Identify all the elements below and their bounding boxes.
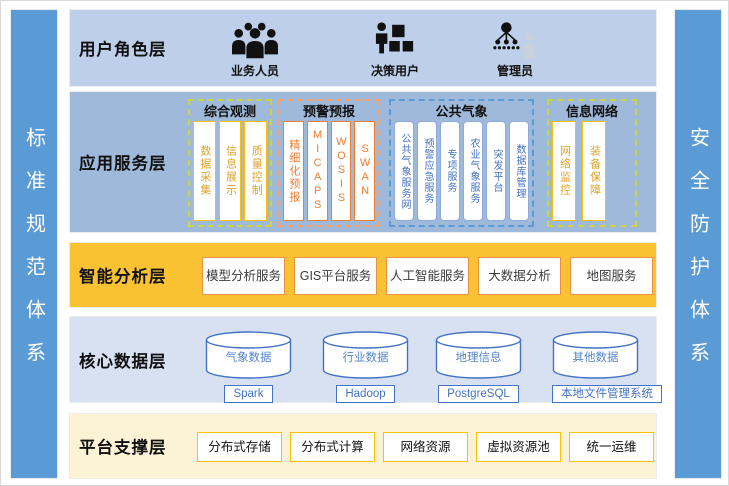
decision-user-icon <box>375 22 414 54</box>
service-box: MICAPS <box>306 121 328 221</box>
database-cylinder: 气象数据 <box>205 330 292 380</box>
platform-box: 分布式计算 <box>290 432 375 462</box>
user-role-layer: 用户角色层 业务人员 决策用户 <box>69 9 657 87</box>
service-box: 数据库管理 <box>509 121 529 221</box>
database-cylinder: 其他数据 <box>552 330 639 380</box>
role-decision-users: 决策用户 <box>347 21 443 79</box>
group-items: 精细化预报 MICAPS WOSIS SWAN <box>283 121 375 221</box>
application-service-layer: 应用服务层 综合观测 数据采集 信息展示 质量控制 预警预报 精细化预报 MIC… <box>69 91 657 233</box>
data-column: 其他数据 本地文件管理系统 <box>552 330 662 403</box>
analysis-box: 人工智能服务 <box>386 257 469 295</box>
data-column: 气象数据 Spark <box>205 330 292 403</box>
group-title: 公共气象 <box>435 104 488 119</box>
service-box: 突发平台 <box>486 121 506 221</box>
database-label: 气象数据 <box>225 352 272 364</box>
database-cylinder: 地理信息 <box>435 330 522 380</box>
platform-box: 分布式存储 <box>197 432 282 462</box>
platform-box: 虚拟资源池 <box>476 432 561 462</box>
security-pillar: 安全防护体系 <box>674 9 722 479</box>
service-box: 数据采集 <box>193 121 216 221</box>
service-box: 质量控制 <box>244 121 268 221</box>
service-box: 装备保障 <box>582 121 606 221</box>
analysis-items: 模型分析服务 GIS平台服务 人工智能服务 大数据分析 地图服务 <box>202 257 653 295</box>
role-label: 业务人员 <box>230 64 279 78</box>
engine-box: Spark <box>224 385 273 403</box>
role-admin: 管理员 <box>467 21 563 79</box>
analysis-layer-title: 智能分析层 <box>79 268 167 286</box>
group-items: 数据采集 信息展示 质量控制 <box>193 121 268 221</box>
database-cylinder-icon <box>552 331 639 379</box>
database-label: 行业数据 <box>342 352 389 364</box>
data-column: 行业数据 Hadoop <box>322 330 409 403</box>
group-title: 预警预报 <box>302 104 355 119</box>
intelligent-analysis-layer: 智能分析层 模型分析服务 GIS平台服务 人工智能服务 大数据分析 地图服务 <box>69 242 657 308</box>
database-cylinder-icon <box>435 331 522 379</box>
standards-pillar-label: 标准规范体系 <box>22 126 45 385</box>
service-box: 公共气象服务网 <box>394 121 414 221</box>
database-cylinder-icon <box>322 331 409 379</box>
role-business-users: 业务人员 <box>207 21 303 79</box>
engine-box: PostgreSQL <box>438 385 519 403</box>
admin-icon <box>493 22 536 59</box>
platform-layer-title: 平台支撑层 <box>79 439 167 457</box>
engine-box: Hadoop <box>336 385 395 403</box>
analysis-box: 模型分析服务 <box>202 257 285 295</box>
analysis-box: GIS平台服务 <box>294 257 377 295</box>
security-pillar-label: 安全防护体系 <box>686 126 709 385</box>
group-title: 综合观测 <box>203 104 256 119</box>
standards-pillar: 标准规范体系 <box>10 9 58 479</box>
group-public-meteorology: 公共气象 公共气象服务网 预警应急服务 专项服务 农业气象服务 突发平台 数据库… <box>389 99 534 227</box>
group-title: 信息网络 <box>565 104 618 119</box>
role-label: 管理员 <box>496 64 533 78</box>
database-label: 其他数据 <box>572 352 619 364</box>
service-box: 预警应急服务 <box>417 121 437 221</box>
service-box: SWAN <box>354 121 375 221</box>
service-box: 农业气象服务 <box>463 121 483 221</box>
group-items: 公共气象服务网 预警应急服务 专项服务 农业气象服务 突发平台 数据库管理 <box>394 121 529 221</box>
database-cylinder: 行业数据 <box>322 330 409 380</box>
platform-box: 统一运维 <box>569 432 654 462</box>
group-items: 网络监控 装备保障 <box>552 121 632 221</box>
database-cylinder-icon <box>205 331 292 379</box>
analysis-box: 地图服务 <box>570 257 653 295</box>
service-box: 专项服务 <box>440 121 460 221</box>
group-information-network: 信息网络 网络监控 装备保障 <box>547 99 637 227</box>
platform-items: 分布式存储 分布式计算 网络资源 虚拟资源池 统一运维 <box>197 432 654 462</box>
business-users-icon <box>232 22 278 59</box>
role-label: 决策用户 <box>370 64 419 78</box>
service-box: 精细化预报 <box>283 121 304 221</box>
group-warning-forecast: 预警预报 精细化预报 MICAPS WOSIS SWAN <box>278 99 380 227</box>
group-comprehensive-observation: 综合观测 数据采集 信息展示 质量控制 <box>188 99 272 227</box>
analysis-box: 大数据分析 <box>478 257 561 295</box>
user-role-layer-title: 用户角色层 <box>79 41 167 59</box>
data-column: 地理信息 PostgreSQL <box>435 330 522 403</box>
core-data-layer: 核心数据层 气象数据 Spark 行业数据 Hadoop <box>69 316 662 403</box>
engine-box: 本地文件管理系统 <box>552 385 662 403</box>
data-layer-title: 核心数据层 <box>79 352 167 371</box>
service-box: WOSIS <box>330 121 352 221</box>
application-layer-title: 应用服务层 <box>79 155 167 173</box>
service-box: 信息展示 <box>218 121 242 221</box>
platform-box: 网络资源 <box>383 432 468 462</box>
database-label: 地理信息 <box>455 352 502 364</box>
service-box: 网络监控 <box>552 121 576 221</box>
platform-support-layer: 平台支撑层 分布式存储 分布式计算 网络资源 虚拟资源池 统一运维 <box>69 413 657 479</box>
